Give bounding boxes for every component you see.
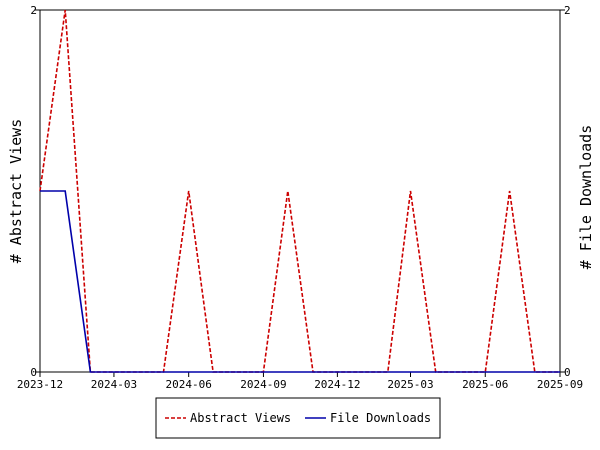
legend: Abstract Views File Downloads — [155, 397, 441, 439]
x-tick-label: 2024-12 — [314, 378, 360, 391]
plot-frame — [39, 9, 561, 373]
y-axis-title-right: # File Downloads — [577, 125, 595, 270]
series-layer — [39, 9, 560, 373]
x-tick-label: 2025-03 — [387, 378, 433, 391]
legend-box — [155, 397, 441, 439]
series-line-file-downloads — [40, 190, 560, 373]
y-tick-label-left: 2 — [30, 4, 37, 17]
x-tick-label: 2024-06 — [166, 378, 212, 391]
legend-label-abstract-views: Abstract Views — [190, 411, 291, 425]
series-line-abstract-views — [39, 9, 560, 373]
y-tick-label-right: 0 — [564, 366, 571, 379]
y-tick-label-right: 2 — [564, 4, 571, 17]
y-axis-ticks: 0 2 0 2 — [30, 4, 570, 379]
y-tick-label-left: 0 — [30, 366, 37, 379]
x-tick-label: 2023-12 — [17, 378, 63, 391]
x-tick-label: 2024-09 — [240, 378, 286, 391]
x-tick-label: 2024-03 — [91, 378, 137, 391]
y-axis-title-left: # Abstract Views — [7, 119, 25, 264]
plot-area-border — [39, 9, 561, 373]
x-axis-ticks: 2023-12 2024-03 2024-06 2024-09 2024-12 2025-… — [17, 372, 583, 391]
x-tick-label: 2025-06 — [462, 378, 508, 391]
x-tick-label: 2025-09 — [537, 378, 583, 391]
legend-label-file-downloads: File Downloads — [330, 411, 431, 425]
